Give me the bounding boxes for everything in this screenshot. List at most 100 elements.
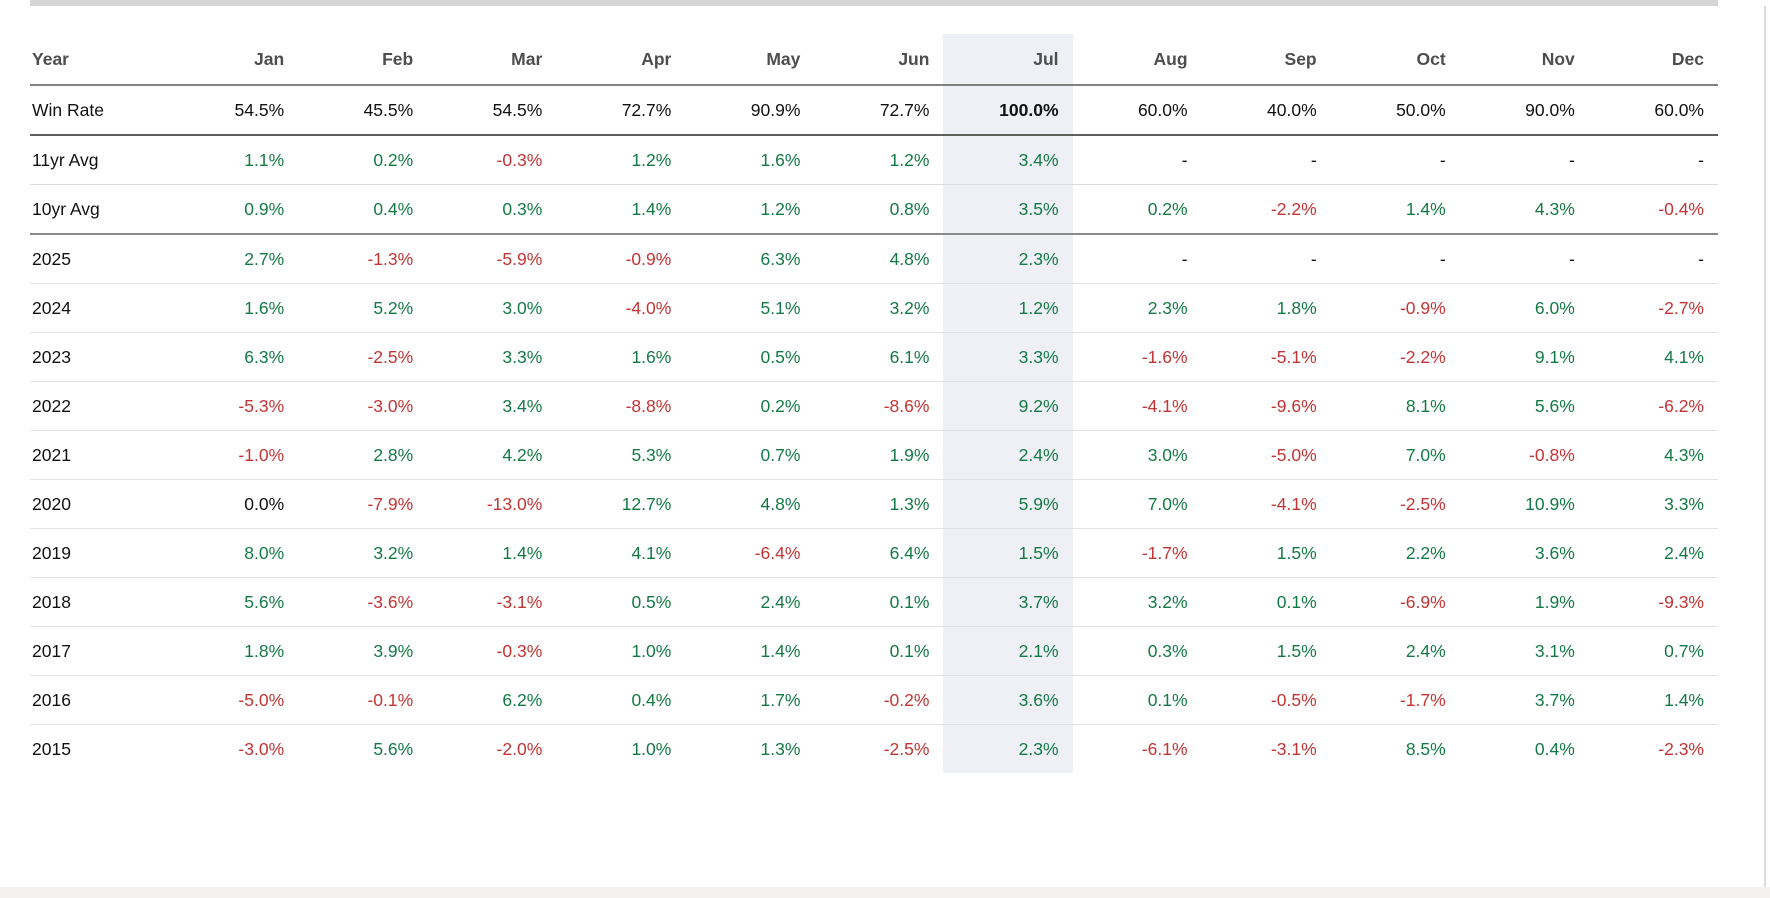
cell-2019-apr: 4.1% — [556, 528, 686, 578]
cell-2020-may: 4.8% — [685, 479, 815, 529]
cell-2021-apr: 5.3% — [556, 430, 686, 480]
cell-2025-nov: - — [1459, 234, 1589, 284]
cell-2016-jul: 3.6% — [943, 675, 1073, 725]
cell-2024-sep: 1.8% — [1201, 283, 1331, 333]
table-row-2018: 2018 5.6% -3.6% -3.1% 0.5% 2.4% 0.1% 3.7% 3.2% 0.… — [30, 577, 1718, 627]
cell-11yr-avg-may: 1.6% — [685, 135, 815, 185]
row-label: 2024 — [30, 283, 170, 333]
table-row-2015: 2015 -3.0% 5.6% -2.0% 1.0% 1.3% -2.5% 2.3% -6.1%… — [30, 724, 1718, 773]
cell-11yr-avg-oct: - — [1330, 135, 1460, 185]
cell-win-rate-nov: 90.0% — [1459, 85, 1589, 136]
row-label: 2023 — [30, 332, 170, 382]
cell-2018-apr: 0.5% — [556, 577, 686, 627]
cell-2015-jul: 2.3% — [943, 724, 1073, 773]
cell-2024-aug: 2.3% — [1072, 283, 1202, 333]
cell-win-rate-sep: 40.0% — [1201, 85, 1331, 136]
cell-2023-mar: 3.3% — [427, 332, 557, 382]
row-label: 2015 — [32, 738, 71, 759]
cell-2017-mar: -0.3% — [427, 626, 557, 676]
cell-2021-oct: 7.0% — [1330, 430, 1460, 480]
cell-win-rate-jan: 54.5% — [169, 85, 299, 136]
cell-2016-feb: -0.1% — [298, 675, 428, 725]
cell-2017-aug: 0.3% — [1072, 626, 1202, 676]
cell-2017-jan: 1.8% — [169, 626, 299, 676]
cell-2021-may: 0.7% — [685, 430, 815, 480]
cell-10yr-avg-jan: 0.9% — [169, 184, 299, 235]
cell-2022-nov: 5.6% — [1459, 381, 1589, 431]
cell-2021-jan: -1.0% — [169, 430, 299, 480]
cell-2016-aug: 0.1% — [1072, 675, 1202, 725]
table-row-2021: 2021 -1.0% 2.8% 4.2% 5.3% 0.7% 1.9% 2.4% 3.0% -5.… — [30, 430, 1718, 480]
row-label: 2020 — [30, 479, 170, 529]
cell-10yr-avg-dec: -0.4% — [1588, 184, 1718, 235]
col-header-mar: Mar — [427, 34, 557, 86]
table-row-2019: 2019 8.0% 3.2% 1.4% 4.1% -6.4% 6.4% 1.5% -1.7% 1.… — [30, 528, 1718, 578]
cell-2018-jun: 0.1% — [814, 577, 944, 627]
col-header-nov: Nov — [1459, 34, 1589, 86]
cell-2024-feb: 5.2% — [298, 283, 428, 333]
cell-2024-jan: 1.6% — [169, 283, 299, 333]
row-label: 2025 — [30, 234, 170, 284]
footer-strip — [0, 887, 1770, 898]
cell-2018-jul: 3.7% — [943, 577, 1073, 627]
cell-2024-jun: 3.2% — [814, 283, 944, 333]
cell-2015-may: 1.3% — [760, 738, 801, 759]
cell-2025-dec: - — [1588, 234, 1718, 284]
row-label: 2017 — [30, 626, 170, 676]
cell-11yr-avg-sep: - — [1201, 135, 1331, 185]
cell-2022-jul: 9.2% — [943, 381, 1073, 431]
cell-2017-jun: 0.1% — [814, 626, 944, 676]
cell-2025-oct: - — [1330, 234, 1460, 284]
cell-2022-may: 0.2% — [685, 381, 815, 431]
col-header-oct: Oct — [1330, 34, 1460, 86]
cell-2016-oct: -1.7% — [1330, 675, 1460, 725]
cell-2017-may: 1.4% — [685, 626, 815, 676]
right-edge-divider — [1764, 6, 1766, 898]
cell-2020-jun: 1.3% — [814, 479, 944, 529]
cell-2015-oct: 8.5% — [1405, 738, 1446, 759]
table-row-2023: 2023 6.3% -2.5% 3.3% 1.6% 0.5% 6.1% 3.3% -1.6% -5… — [30, 332, 1718, 382]
cell-2023-jun: 6.1% — [814, 332, 944, 382]
cell-2019-dec: 2.4% — [1588, 528, 1718, 578]
cell-10yr-avg-may: 1.2% — [685, 184, 815, 235]
cell-2023-oct: -2.2% — [1330, 332, 1460, 382]
table-row-win-rate: Win Rate 54.5% 45.5% 54.5% 72.7% 90.9% 72.7% 10… — [30, 85, 1718, 136]
cell-2021-jul: 2.4% — [943, 430, 1073, 480]
cell-2017-jul: 2.1% — [943, 626, 1073, 676]
cell-11yr-avg-mar: -0.3% — [427, 135, 557, 185]
col-header-sep: Sep — [1201, 34, 1331, 86]
cell-2023-apr: 1.6% — [556, 332, 686, 382]
top-divider — [30, 0, 1718, 6]
cell-2020-apr: 12.7% — [556, 479, 686, 529]
row-label: 11yr Avg — [30, 135, 170, 185]
cell-2021-sep: -5.0% — [1201, 430, 1331, 480]
cell-2019-sep: 1.5% — [1201, 528, 1331, 578]
cell-2023-dec: 4.1% — [1588, 332, 1718, 382]
cell-2024-jul: 1.2% — [943, 283, 1073, 333]
col-header-aug: Aug — [1072, 34, 1202, 86]
cell-10yr-avg-mar: 0.3% — [427, 184, 557, 235]
cell-2025-feb: -1.3% — [298, 234, 428, 284]
table-row-2025: 2025 2.7% -1.3% -5.9% -0.9% 6.3% 4.8% 2.3% - - - - - — [30, 234, 1718, 284]
table-row-2017: 2017 1.8% 3.9% -0.3% 1.0% 1.4% 0.1% 2.1% 0.3% 1.5… — [30, 626, 1718, 676]
cell-2016-nov: 3.7% — [1459, 675, 1589, 725]
cell-2023-feb: -2.5% — [298, 332, 428, 382]
cell-2015-jan: -3.0% — [238, 738, 285, 759]
cell-2021-mar: 4.2% — [427, 430, 557, 480]
cell-2023-sep: -5.1% — [1201, 332, 1331, 382]
cell-2022-apr: -8.8% — [556, 381, 686, 431]
cell-2019-oct: 2.2% — [1330, 528, 1460, 578]
col-header-apr: Apr — [556, 34, 686, 86]
cell-2024-mar: 3.0% — [427, 283, 557, 333]
cell-2020-mar: -13.0% — [427, 479, 557, 529]
cell-2020-aug: 7.0% — [1072, 479, 1202, 529]
cell-2025-sep: - — [1201, 234, 1331, 284]
cell-2017-oct: 2.4% — [1330, 626, 1460, 676]
cell-2023-jan: 6.3% — [169, 332, 299, 382]
cell-2016-dec: 1.4% — [1588, 675, 1718, 725]
cell-win-rate-feb: 45.5% — [298, 85, 428, 136]
cell-10yr-avg-jul: 3.5% — [943, 184, 1073, 235]
cell-win-rate-aug: 60.0% — [1072, 85, 1202, 136]
table-row-2020: 2020 0.0% -7.9% -13.0% 12.7% 4.8% 1.3% 5.9% 7.0%… — [30, 479, 1718, 529]
cell-11yr-avg-dec: - — [1588, 135, 1718, 185]
